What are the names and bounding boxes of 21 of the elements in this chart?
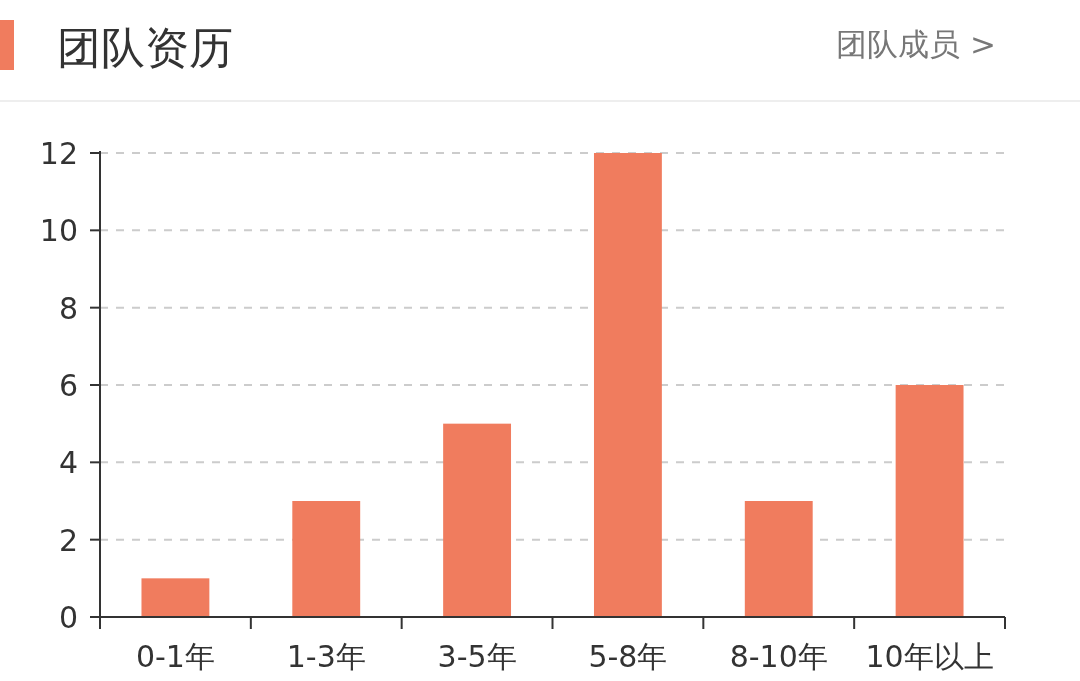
x-tick-label: 3-5年 <box>437 639 517 674</box>
bar <box>895 385 964 617</box>
x-tick-label: 0-1年 <box>135 639 215 674</box>
y-tick-label: 2 <box>58 522 78 558</box>
x-tick-label: 10年以上 <box>865 639 994 674</box>
x-tick-label: 8-10年 <box>729 639 828 674</box>
bar <box>593 153 662 617</box>
y-tick-label: 0 <box>58 600 78 635</box>
x-tick-label: 5-8年 <box>588 639 668 674</box>
bar <box>292 501 361 617</box>
y-tick-label: 12 <box>39 136 78 171</box>
x-tick-label: 1-3年 <box>286 639 366 674</box>
y-tick-label: 4 <box>58 445 78 481</box>
chart-title: 团队资历 <box>57 22 233 73</box>
text: 团队成员 > <box>836 26 996 62</box>
y-tick-label: 10 <box>39 213 78 249</box>
bar <box>443 423 512 617</box>
bar <box>141 578 210 617</box>
y-tick-label: 8 <box>58 290 78 326</box>
bar <box>744 501 813 617</box>
y-tick-label: 6 <box>58 368 78 403</box>
